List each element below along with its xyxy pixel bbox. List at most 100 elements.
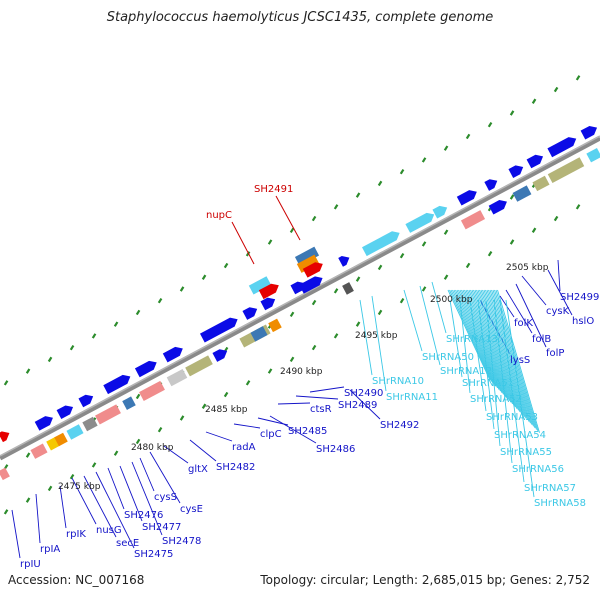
tick-dot <box>465 133 471 140</box>
tick-dot <box>223 391 229 398</box>
tick-dot <box>377 309 383 316</box>
gene-feature <box>268 318 282 333</box>
rrna-hatch-line <box>479 289 522 414</box>
tick-dot <box>531 98 537 104</box>
gene-leader-line <box>149 451 181 504</box>
gene-feature <box>342 282 354 295</box>
tick-dot <box>113 321 119 327</box>
gene-feature <box>30 443 48 459</box>
gene-feature <box>338 256 350 267</box>
gene-feature <box>512 185 532 202</box>
tick-dot <box>575 75 581 81</box>
gene-leader-line <box>107 467 125 510</box>
gene-leader-line <box>233 423 261 429</box>
gene-feature <box>547 137 577 158</box>
rrna-hatch-line <box>477 289 521 413</box>
gene-leader-line <box>309 386 345 393</box>
gene-label: SH2476 <box>124 510 163 521</box>
gene-leader-line <box>71 477 97 525</box>
tick-dot <box>311 299 317 306</box>
gene-feature <box>526 154 544 169</box>
rrna-hatch-line <box>485 289 528 421</box>
tick-dot <box>509 194 515 200</box>
gene-leader-line <box>547 269 573 316</box>
rrna-hatch-line <box>459 289 503 393</box>
rrna-hatch-line <box>492 289 536 429</box>
gene-feature <box>103 374 131 395</box>
gene-label: radA <box>232 442 256 453</box>
tick-dot <box>355 321 361 327</box>
gene-label: hslO <box>572 316 594 327</box>
tick-dot <box>135 309 141 316</box>
tick-dot <box>355 276 361 282</box>
rna-label: SHrRNA56 <box>512 464 564 475</box>
tick-dot <box>25 368 31 374</box>
gene-feature <box>296 254 320 273</box>
gene-feature <box>82 416 98 432</box>
gene-feature <box>258 283 279 300</box>
tick-dot <box>25 497 31 503</box>
tick-dot <box>157 298 163 304</box>
rna-leader-line <box>505 299 535 498</box>
rna-label: SHrRNA55 <box>500 447 552 458</box>
rna-label: SHrRNA50 <box>422 352 474 363</box>
tick-dot <box>553 86 559 93</box>
rna-label: SHrRNA54 <box>494 430 546 441</box>
gene-label: rpIA <box>40 544 60 555</box>
tick-dot <box>399 168 405 175</box>
tick-dot <box>69 344 75 351</box>
tick-dot <box>487 251 493 257</box>
tick-dot <box>157 427 163 433</box>
gene-feature <box>199 317 238 343</box>
rrna-hatch-line <box>461 289 504 395</box>
tick-dot <box>487 122 493 128</box>
tick-dot <box>245 380 251 386</box>
rna-leader-line <box>449 299 463 378</box>
tick-dot <box>289 227 295 234</box>
gene-leader-line <box>163 445 189 464</box>
rrna-hatch-line <box>486 289 530 422</box>
gene-feature <box>248 276 272 295</box>
gene-label: SH2499 <box>560 292 599 303</box>
gene-feature <box>54 432 68 447</box>
rna-label: SHrRNA10 <box>372 376 424 387</box>
tick-dot <box>201 274 207 280</box>
gene-leader-line <box>95 471 135 549</box>
tick-dot <box>333 333 339 339</box>
gene-feature <box>532 175 550 192</box>
highlight-leader-line <box>275 195 301 241</box>
tick-dot <box>267 368 273 374</box>
gene-feature <box>484 179 498 191</box>
tick-dot <box>531 227 537 233</box>
rrna-hatch-line <box>458 289 501 392</box>
tick-dot <box>69 473 75 480</box>
tick-dot <box>135 393 141 400</box>
gene-leader-line <box>131 461 163 536</box>
rna-labels: SHrRNA10 SHrRNA11 SHrRNA50 SHrRNA12 SHrRNA13… <box>372 334 586 509</box>
tick-labels: 2475 kbp 2480 kbp 2485 kbp 2490 kbp 2495 kbp… <box>58 263 549 492</box>
gene-label: rpIK <box>66 529 86 540</box>
rrna-hatch-line <box>456 289 500 390</box>
tick-dot <box>179 415 185 421</box>
gene-leader-line <box>505 289 533 334</box>
gene-feature <box>547 157 585 184</box>
tick-dot <box>421 241 427 247</box>
rrna-hatch-line <box>452 289 495 385</box>
tick-label: 2490 kbp <box>280 367 323 377</box>
tick-dot <box>113 450 119 456</box>
rrna-hatch-line <box>455 289 498 389</box>
rrna-hatch-line <box>476 289 519 411</box>
rna-leader-line <box>359 299 373 376</box>
rrna-hatch-line <box>488 289 531 424</box>
gene-feature <box>0 431 10 443</box>
rna-label: SHrRNA52 <box>470 394 522 405</box>
tick-dot <box>421 157 427 163</box>
gene-label: cysS <box>154 492 177 503</box>
gene-leader-line <box>189 439 217 462</box>
gene-feature <box>56 405 74 419</box>
rna-label: SHrRNA51 <box>462 378 514 389</box>
rrna-hatch <box>447 289 540 433</box>
rna-leader-line <box>431 281 447 334</box>
rna-label: SHrRNA13 <box>446 334 498 345</box>
